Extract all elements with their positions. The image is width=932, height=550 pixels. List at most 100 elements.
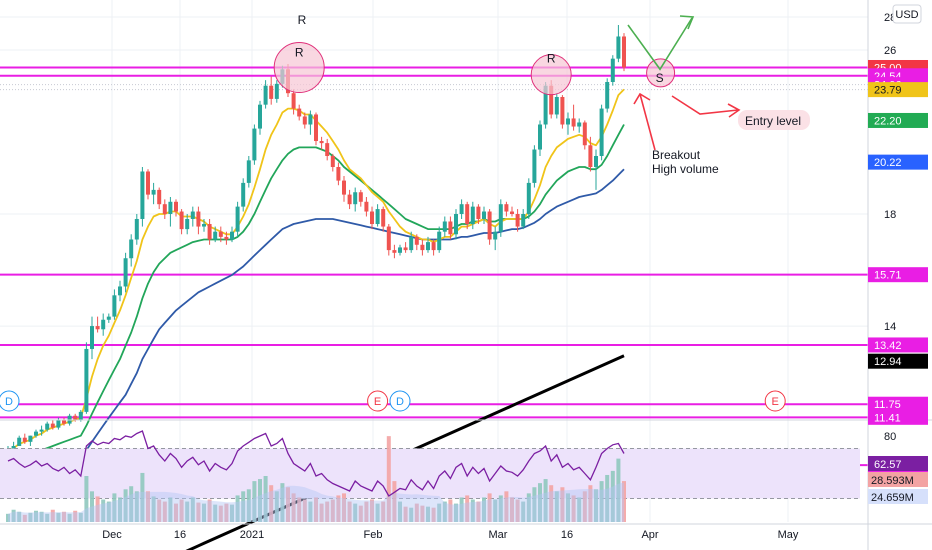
candle-body: [134, 218, 139, 240]
candle-body: [543, 85, 548, 125]
rsi-tick-label: 80: [884, 431, 896, 443]
volume-bar: [347, 501, 352, 522]
candle-body: [358, 192, 363, 202]
volume-bar: [308, 501, 313, 522]
volume-bar: [588, 485, 593, 522]
volume-bar: [498, 495, 503, 522]
volume-bar: [386, 436, 391, 522]
candle-body: [56, 419, 61, 428]
candle-body: [95, 326, 100, 330]
volume-bar: [442, 501, 447, 522]
volume-bar: [560, 487, 565, 522]
rsi-value-tag: [868, 456, 928, 471]
candle-body: [381, 209, 386, 227]
candle-body: [314, 114, 318, 142]
volume-bar: [622, 481, 626, 522]
price-dotted-lines: [0, 84, 868, 91]
price-tick-label: 14: [884, 321, 896, 333]
candle-body: [202, 224, 206, 227]
volume-bar: [554, 491, 559, 522]
volume-bar: [140, 472, 145, 522]
volume-bar: [319, 503, 324, 522]
candle-body: [185, 218, 190, 230]
currency-label: USD: [895, 9, 918, 21]
volume-bar: [258, 479, 262, 522]
time-tick-label: 16: [174, 529, 186, 541]
candle-body: [168, 201, 173, 214]
entry-arrowhead: [727, 103, 741, 118]
volume-bar: [375, 503, 380, 522]
volume-bar: [39, 511, 44, 522]
price-tag: [868, 353, 928, 369]
candle-body: [549, 85, 554, 115]
volume-bar: [571, 495, 576, 522]
time-tick-label: Apr: [641, 529, 658, 541]
volume-tag: [868, 472, 928, 487]
candle-body: [599, 108, 604, 156]
volume-bar: [185, 501, 190, 522]
volume-bar: [190, 497, 195, 522]
volume-bar: [577, 497, 582, 522]
volume-bar: [538, 483, 542, 522]
volume-bar: [263, 476, 268, 522]
candle-body: [84, 348, 89, 412]
price-tag: [868, 112, 928, 128]
candle-body: [470, 206, 475, 225]
candle-body: [431, 242, 436, 251]
volume-bar: [470, 499, 475, 522]
resistance-circle: [530, 54, 572, 96]
volume-bar: [274, 491, 279, 522]
candle-body: [146, 171, 150, 195]
dividend-marker: [389, 390, 411, 412]
volume-bar: [330, 499, 335, 522]
volume-bar: [22, 514, 27, 522]
time-tick-label: Mar: [489, 529, 508, 541]
entry-level-label: Entry level: [745, 114, 801, 128]
breakout-label: Breakout: [652, 148, 701, 162]
volume-bar: [566, 493, 570, 522]
candle-body: [532, 149, 537, 183]
volume-bar: [353, 503, 358, 522]
volume-bar: [34, 510, 38, 522]
price-tag: [868, 337, 928, 353]
volume-bar: [101, 499, 106, 522]
candle-body: [459, 204, 464, 214]
price-tag: [868, 396, 928, 412]
price-tag: [868, 267, 928, 283]
support-circle: [646, 58, 676, 88]
candle-body: [274, 83, 279, 99]
currency-box: [892, 4, 922, 24]
candle-body: [123, 258, 128, 287]
volume-bar: [50, 509, 55, 522]
volume-bar: [174, 503, 178, 522]
projection-arrowhead: [679, 15, 695, 30]
volume-bar: [118, 497, 122, 522]
candle-body: [17, 437, 22, 446]
candle-body: [73, 415, 78, 420]
candle-body: [174, 201, 178, 212]
volume-bar: [476, 501, 481, 522]
volume-bar: [11, 509, 16, 522]
candle-body: [403, 247, 408, 251]
candle-body: [308, 114, 313, 125]
volume-bar: [510, 497, 514, 522]
price-tag: [868, 82, 928, 98]
volume-ma-label: 24.659M: [871, 492, 914, 504]
candle-body: [140, 171, 145, 219]
volume-bar: [582, 491, 587, 522]
candle-body: [526, 182, 531, 214]
candle-body: [454, 214, 458, 235]
volume-bar: [549, 485, 554, 522]
candle-body: [437, 231, 442, 251]
candle-body: [370, 211, 374, 225]
volume-bar: [437, 503, 442, 522]
volume-bar: [123, 489, 128, 522]
candle-body: [330, 155, 335, 168]
volume-bar: [196, 502, 201, 522]
volume-bar: [336, 495, 341, 522]
volume-bar: [454, 503, 458, 522]
volume-bar: [252, 481, 257, 522]
earnings-marker-label: E: [772, 396, 779, 408]
